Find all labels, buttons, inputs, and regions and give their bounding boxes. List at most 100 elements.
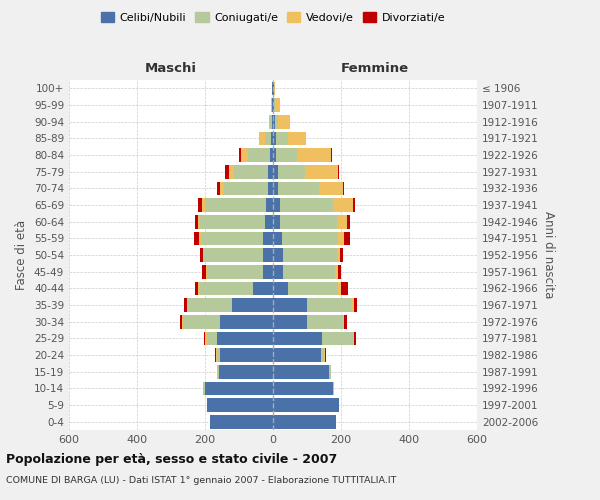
Bar	[273, 415, 336, 428]
Bar	[263, 232, 273, 245]
Bar	[203, 382, 205, 395]
Bar	[297, 148, 331, 162]
Bar	[229, 165, 234, 178]
Bar	[263, 248, 273, 262]
Bar	[273, 165, 278, 178]
Bar	[276, 132, 287, 145]
Bar	[232, 298, 273, 312]
Bar	[273, 82, 274, 95]
Bar	[275, 115, 278, 128]
Bar	[273, 365, 329, 378]
Bar	[354, 332, 356, 345]
Bar	[273, 148, 277, 162]
Bar	[331, 148, 332, 162]
Bar	[183, 315, 220, 328]
Bar	[273, 232, 281, 245]
Bar	[322, 332, 353, 345]
Bar	[338, 282, 341, 295]
Bar	[278, 115, 290, 128]
Bar	[307, 315, 343, 328]
Bar	[200, 248, 203, 262]
Bar	[206, 265, 263, 278]
Bar	[272, 98, 273, 112]
Bar	[283, 265, 335, 278]
Bar	[270, 115, 272, 128]
Bar	[217, 332, 273, 345]
Bar	[273, 132, 276, 145]
Bar	[220, 348, 273, 362]
Bar	[337, 215, 347, 228]
Bar	[205, 198, 266, 212]
Bar	[278, 165, 305, 178]
Bar	[268, 165, 273, 178]
Bar	[263, 265, 273, 278]
Bar	[217, 348, 220, 362]
Bar	[278, 182, 319, 195]
Bar	[307, 298, 351, 312]
Bar	[188, 298, 232, 312]
Text: Popolazione per età, sesso e stato civile - 2007: Popolazione per età, sesso e stato civil…	[6, 452, 337, 466]
Bar	[234, 165, 268, 178]
Bar	[273, 98, 274, 112]
Bar	[273, 115, 275, 128]
Bar	[271, 132, 273, 145]
Bar	[273, 298, 307, 312]
Bar	[226, 165, 229, 178]
Text: COMUNE DI BARGA (LU) - Dati ISTAT 1° gennaio 2007 - Elaborazione TUTTITALIA.IT: COMUNE DI BARGA (LU) - Dati ISTAT 1° gen…	[6, 476, 397, 485]
Bar	[273, 282, 289, 295]
Bar	[195, 215, 198, 228]
Bar	[332, 198, 353, 212]
Bar	[203, 248, 204, 262]
Bar	[272, 115, 273, 128]
Bar	[273, 398, 340, 412]
Bar	[305, 165, 338, 178]
Bar	[180, 315, 182, 328]
Bar	[220, 182, 224, 195]
Bar	[353, 198, 355, 212]
Bar	[332, 382, 334, 395]
Bar	[273, 315, 307, 328]
Bar	[273, 348, 320, 362]
Bar	[198, 198, 202, 212]
Bar	[340, 248, 343, 262]
Bar	[337, 248, 340, 262]
Bar	[320, 348, 324, 362]
Bar	[281, 232, 338, 245]
Bar	[202, 265, 206, 278]
Bar	[343, 182, 344, 195]
Bar	[210, 415, 273, 428]
Bar	[259, 132, 265, 145]
Bar	[217, 365, 218, 378]
Bar	[341, 282, 348, 295]
Bar	[271, 98, 272, 112]
Bar	[206, 398, 273, 412]
Bar	[200, 282, 253, 295]
Bar	[344, 232, 349, 245]
Bar	[343, 315, 344, 328]
Bar	[182, 315, 183, 328]
Bar	[269, 115, 270, 128]
Bar	[273, 248, 283, 262]
Bar	[287, 132, 307, 145]
Bar	[218, 365, 273, 378]
Bar	[265, 215, 273, 228]
Bar	[269, 148, 273, 162]
Bar	[204, 332, 205, 345]
Bar	[354, 298, 358, 312]
Text: Maschi: Maschi	[145, 62, 197, 75]
Bar	[202, 198, 205, 212]
Bar	[199, 232, 200, 245]
Bar	[215, 348, 216, 362]
Bar	[347, 215, 350, 228]
Y-axis label: Fasce di età: Fasce di età	[16, 220, 28, 290]
Text: Femmine: Femmine	[341, 62, 409, 75]
Bar	[268, 182, 273, 195]
Bar	[273, 198, 280, 212]
Bar	[272, 82, 273, 95]
Bar	[289, 282, 338, 295]
Bar	[353, 332, 354, 345]
Bar	[325, 348, 326, 362]
Bar	[275, 98, 280, 112]
Bar	[280, 215, 337, 228]
Bar	[205, 382, 273, 395]
